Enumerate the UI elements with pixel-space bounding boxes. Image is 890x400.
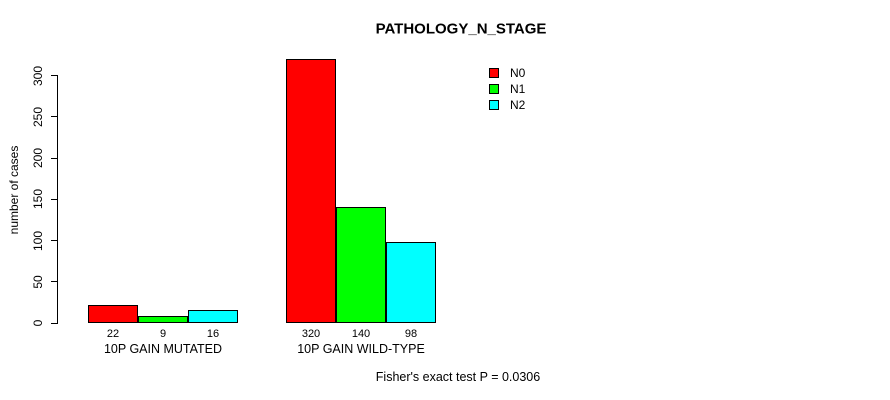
legend-label: N2	[510, 98, 526, 112]
bar-value-label: 22	[106, 328, 120, 340]
y-tick-label: 100	[31, 230, 45, 251]
category-label: 10P GAIN MUTATED	[103, 342, 223, 356]
y-tick-label: 200	[31, 147, 45, 169]
bar-n0	[286, 59, 336, 323]
legend-swatch-n1	[489, 84, 499, 94]
bar-n2	[188, 310, 238, 323]
bar-value-label: 98	[404, 328, 418, 340]
y-tick-mark	[51, 322, 58, 324]
bar-value-label: 16	[206, 328, 220, 340]
y-tick-label: 0	[31, 319, 45, 327]
chart-title: PATHOLOGY_N_STAGE	[375, 20, 547, 38]
y-tick-label: 50	[31, 275, 45, 289]
y-tick-mark	[51, 281, 58, 283]
y-tick-mark	[51, 240, 58, 241]
legend-label: N0	[510, 66, 526, 80]
bar-n2	[386, 242, 436, 323]
bar-n1	[138, 316, 188, 323]
bar-value-label: 140	[351, 328, 371, 340]
y-tick-mark	[51, 157, 58, 159]
bar-value-label: 320	[301, 328, 321, 340]
legend-swatch-n0	[489, 68, 499, 78]
bar-n1	[336, 207, 386, 323]
y-tick-mark	[51, 75, 58, 76]
legend-label: N1	[510, 82, 526, 96]
y-tick-mark	[51, 116, 58, 118]
y-tick-label: 300	[31, 65, 45, 86]
y-tick-label: 150	[31, 189, 45, 210]
fisher-test-note: Fisher's exact test P = 0.0306	[375, 370, 541, 384]
y-tick-mark	[51, 198, 58, 200]
legend-swatch-n2	[489, 100, 499, 110]
bar-n0	[88, 305, 138, 323]
y-tick-label: 250	[31, 106, 45, 127]
bar-value-label: 9	[159, 328, 167, 340]
y-axis-label: number of cases	[7, 145, 21, 235]
category-label: 10P GAIN WILD-TYPE	[297, 342, 425, 356]
